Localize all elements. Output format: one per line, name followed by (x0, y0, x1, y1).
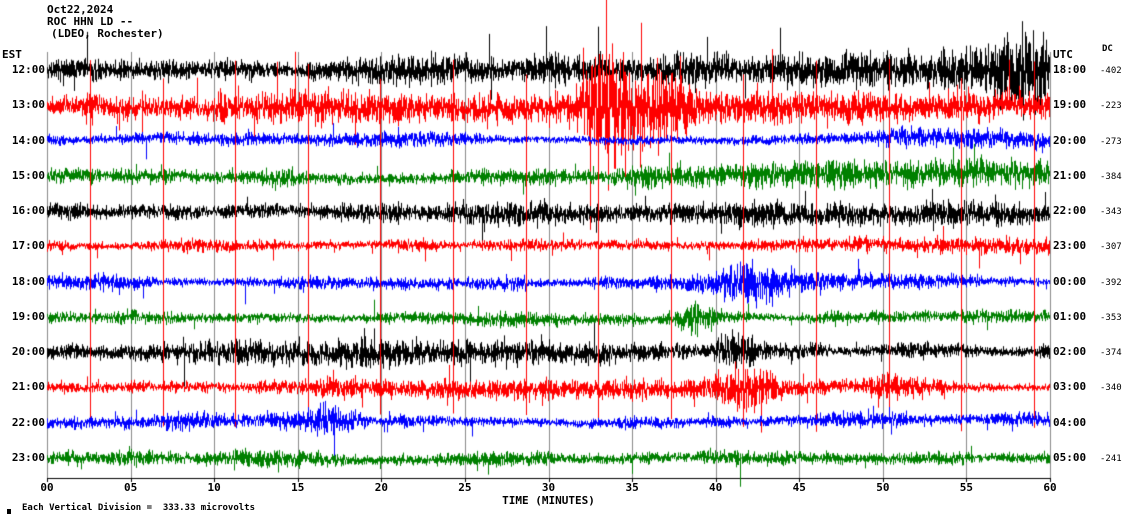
est-time-label: 13:00 (11, 98, 45, 112)
header-station: ROC HHN LD -- (47, 15, 134, 28)
x-tick-label: 45 (792, 481, 806, 494)
x-tick-label: 05 (123, 481, 138, 494)
est-time-label: 17:00 (11, 239, 45, 253)
est-time-label: 16:00 (11, 204, 45, 218)
dc-offset-value: -392 (1100, 277, 1122, 288)
x-tick-label: 40 (709, 481, 723, 494)
utc-time-label: 20:00 (1053, 133, 1087, 147)
header-date: Oct22,2024 (47, 3, 114, 16)
utc-time-label: 19:00 (1053, 98, 1087, 112)
x-tick-label: 60 (1043, 481, 1057, 494)
x-tick-label: 20 (374, 481, 388, 494)
est-time-label: 22:00 (11, 415, 45, 429)
dc-column-label: DC (1102, 44, 1113, 54)
dc-offset-value: -384 (1100, 171, 1122, 182)
x-tick-label: 50 (876, 481, 890, 494)
est-time-label: 19:00 (11, 309, 45, 323)
header-location: (LDEO, Rochester) (51, 27, 164, 40)
est-time-label: 14:00 (11, 133, 45, 147)
dc-offset-value: -402 (1100, 66, 1122, 76)
x-tick-label: 00 (40, 481, 54, 494)
utc-time-label: 22:00 (1053, 204, 1087, 218)
footer-marker-icon (7, 509, 11, 514)
utc-time-label: 21:00 (1053, 168, 1087, 182)
left-timezone-label: EST (2, 48, 22, 61)
utc-time-label: 18:00 (1053, 63, 1087, 76)
utc-time-label: 23:00 (1053, 239, 1087, 253)
utc-time-label: 04:00 (1053, 415, 1087, 429)
utc-time-label: 01:00 (1053, 309, 1087, 323)
scale-note: Each Vertical Division = 333.33 microvol… (22, 503, 255, 513)
est-time-label: 20:00 (11, 345, 45, 359)
x-tick-label: 35 (625, 481, 639, 494)
x-tick-label: 25 (458, 481, 472, 494)
dc-offset-value: -343 (1100, 207, 1122, 218)
utc-time-label: 05:00 (1053, 451, 1087, 464)
x-tick-label: 55 (959, 481, 974, 494)
dc-offset-value: -307 (1100, 242, 1122, 253)
dc-offset-value: -340 (1100, 383, 1122, 394)
x-axis-title: TIME (MINUTES) (502, 494, 595, 507)
est-time-label: 21:00 (11, 380, 45, 394)
dc-offset-value: -273 (1100, 136, 1122, 147)
x-tick-label: 15 (291, 481, 305, 494)
est-time-label: 12:00 (11, 63, 45, 76)
utc-time-label: 02:00 (1053, 345, 1087, 359)
dc-offset-value: -374 (1100, 348, 1122, 359)
utc-time-label: 00:00 (1053, 274, 1087, 288)
utc-time-label: 03:00 (1053, 380, 1087, 394)
right-timezone-label: UTC (1053, 48, 1073, 61)
x-tick-label: 10 (207, 481, 221, 494)
dc-offset-value: -353 (1100, 312, 1122, 323)
x-tick-label: 30 (541, 481, 556, 494)
dc-offset-value: -223 (1100, 101, 1122, 112)
est-time-label: 23:00 (11, 451, 45, 464)
dc-offset-value: -241 (1100, 454, 1122, 464)
est-time-label: 15:00 (11, 168, 45, 182)
est-time-label: 18:00 (11, 274, 45, 288)
